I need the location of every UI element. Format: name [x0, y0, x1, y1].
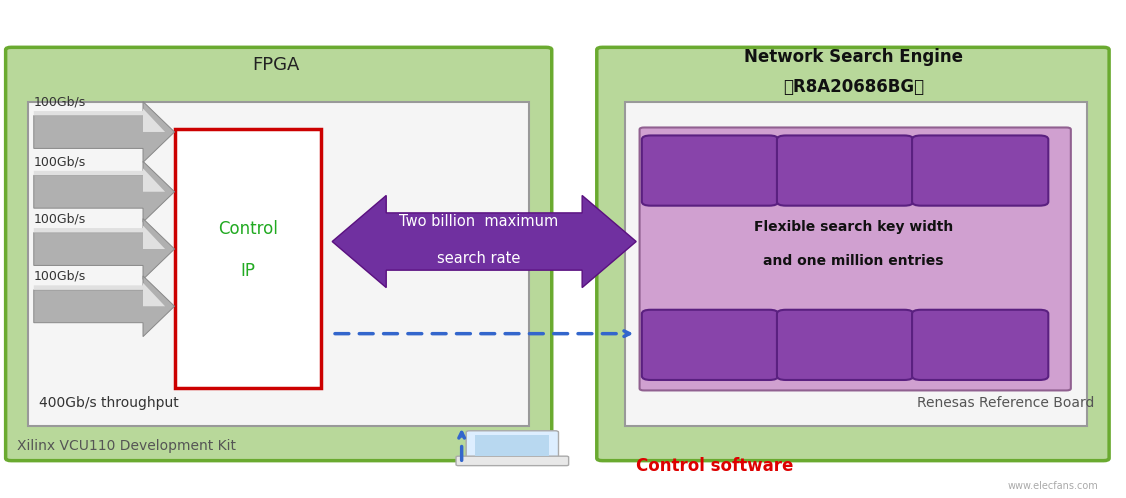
Text: FPGA: FPGA — [252, 56, 300, 74]
FancyBboxPatch shape — [28, 102, 529, 426]
FancyBboxPatch shape — [175, 129, 321, 388]
FancyBboxPatch shape — [642, 135, 778, 206]
Text: www.elecfans.com: www.elecfans.com — [1007, 481, 1098, 491]
Polygon shape — [34, 109, 166, 132]
FancyBboxPatch shape — [777, 135, 913, 206]
FancyBboxPatch shape — [777, 310, 913, 380]
Text: Two billion  maximum: Two billion maximum — [399, 214, 558, 229]
FancyBboxPatch shape — [642, 310, 778, 380]
Text: Network Search Engine: Network Search Engine — [744, 48, 963, 66]
Text: Renesas Reference Board: Renesas Reference Board — [917, 396, 1094, 410]
FancyBboxPatch shape — [640, 127, 1071, 390]
FancyBboxPatch shape — [625, 102, 1087, 426]
FancyBboxPatch shape — [475, 435, 549, 456]
Polygon shape — [34, 161, 175, 222]
Polygon shape — [34, 168, 166, 192]
Text: Flexible search key width: Flexible search key width — [754, 220, 953, 234]
Polygon shape — [34, 102, 175, 162]
Polygon shape — [34, 219, 175, 279]
Polygon shape — [34, 226, 166, 249]
Text: search rate: search rate — [437, 251, 520, 266]
Polygon shape — [34, 283, 166, 306]
FancyBboxPatch shape — [466, 431, 558, 460]
Text: Control software: Control software — [636, 457, 794, 475]
Polygon shape — [332, 195, 636, 287]
Text: 100Gb/s: 100Gb/s — [34, 213, 86, 226]
FancyBboxPatch shape — [912, 310, 1048, 380]
Text: 100Gb/s: 100Gb/s — [34, 96, 86, 109]
Text: IP: IP — [240, 262, 256, 280]
Text: 『R8A20686BG』: 『R8A20686BG』 — [783, 78, 924, 96]
FancyBboxPatch shape — [597, 47, 1109, 461]
Text: 100Gb/s: 100Gb/s — [34, 270, 86, 283]
Text: Control: Control — [217, 220, 278, 238]
Text: and one million entries: and one million entries — [763, 254, 944, 268]
Text: 400Gb/s throughput: 400Gb/s throughput — [39, 396, 179, 410]
FancyBboxPatch shape — [456, 456, 569, 466]
FancyBboxPatch shape — [912, 135, 1048, 206]
Text: 100Gb/s: 100Gb/s — [34, 155, 86, 168]
Text: Xilinx VCU110 Development Kit: Xilinx VCU110 Development Kit — [17, 439, 235, 453]
FancyBboxPatch shape — [6, 47, 552, 461]
Polygon shape — [34, 276, 175, 337]
